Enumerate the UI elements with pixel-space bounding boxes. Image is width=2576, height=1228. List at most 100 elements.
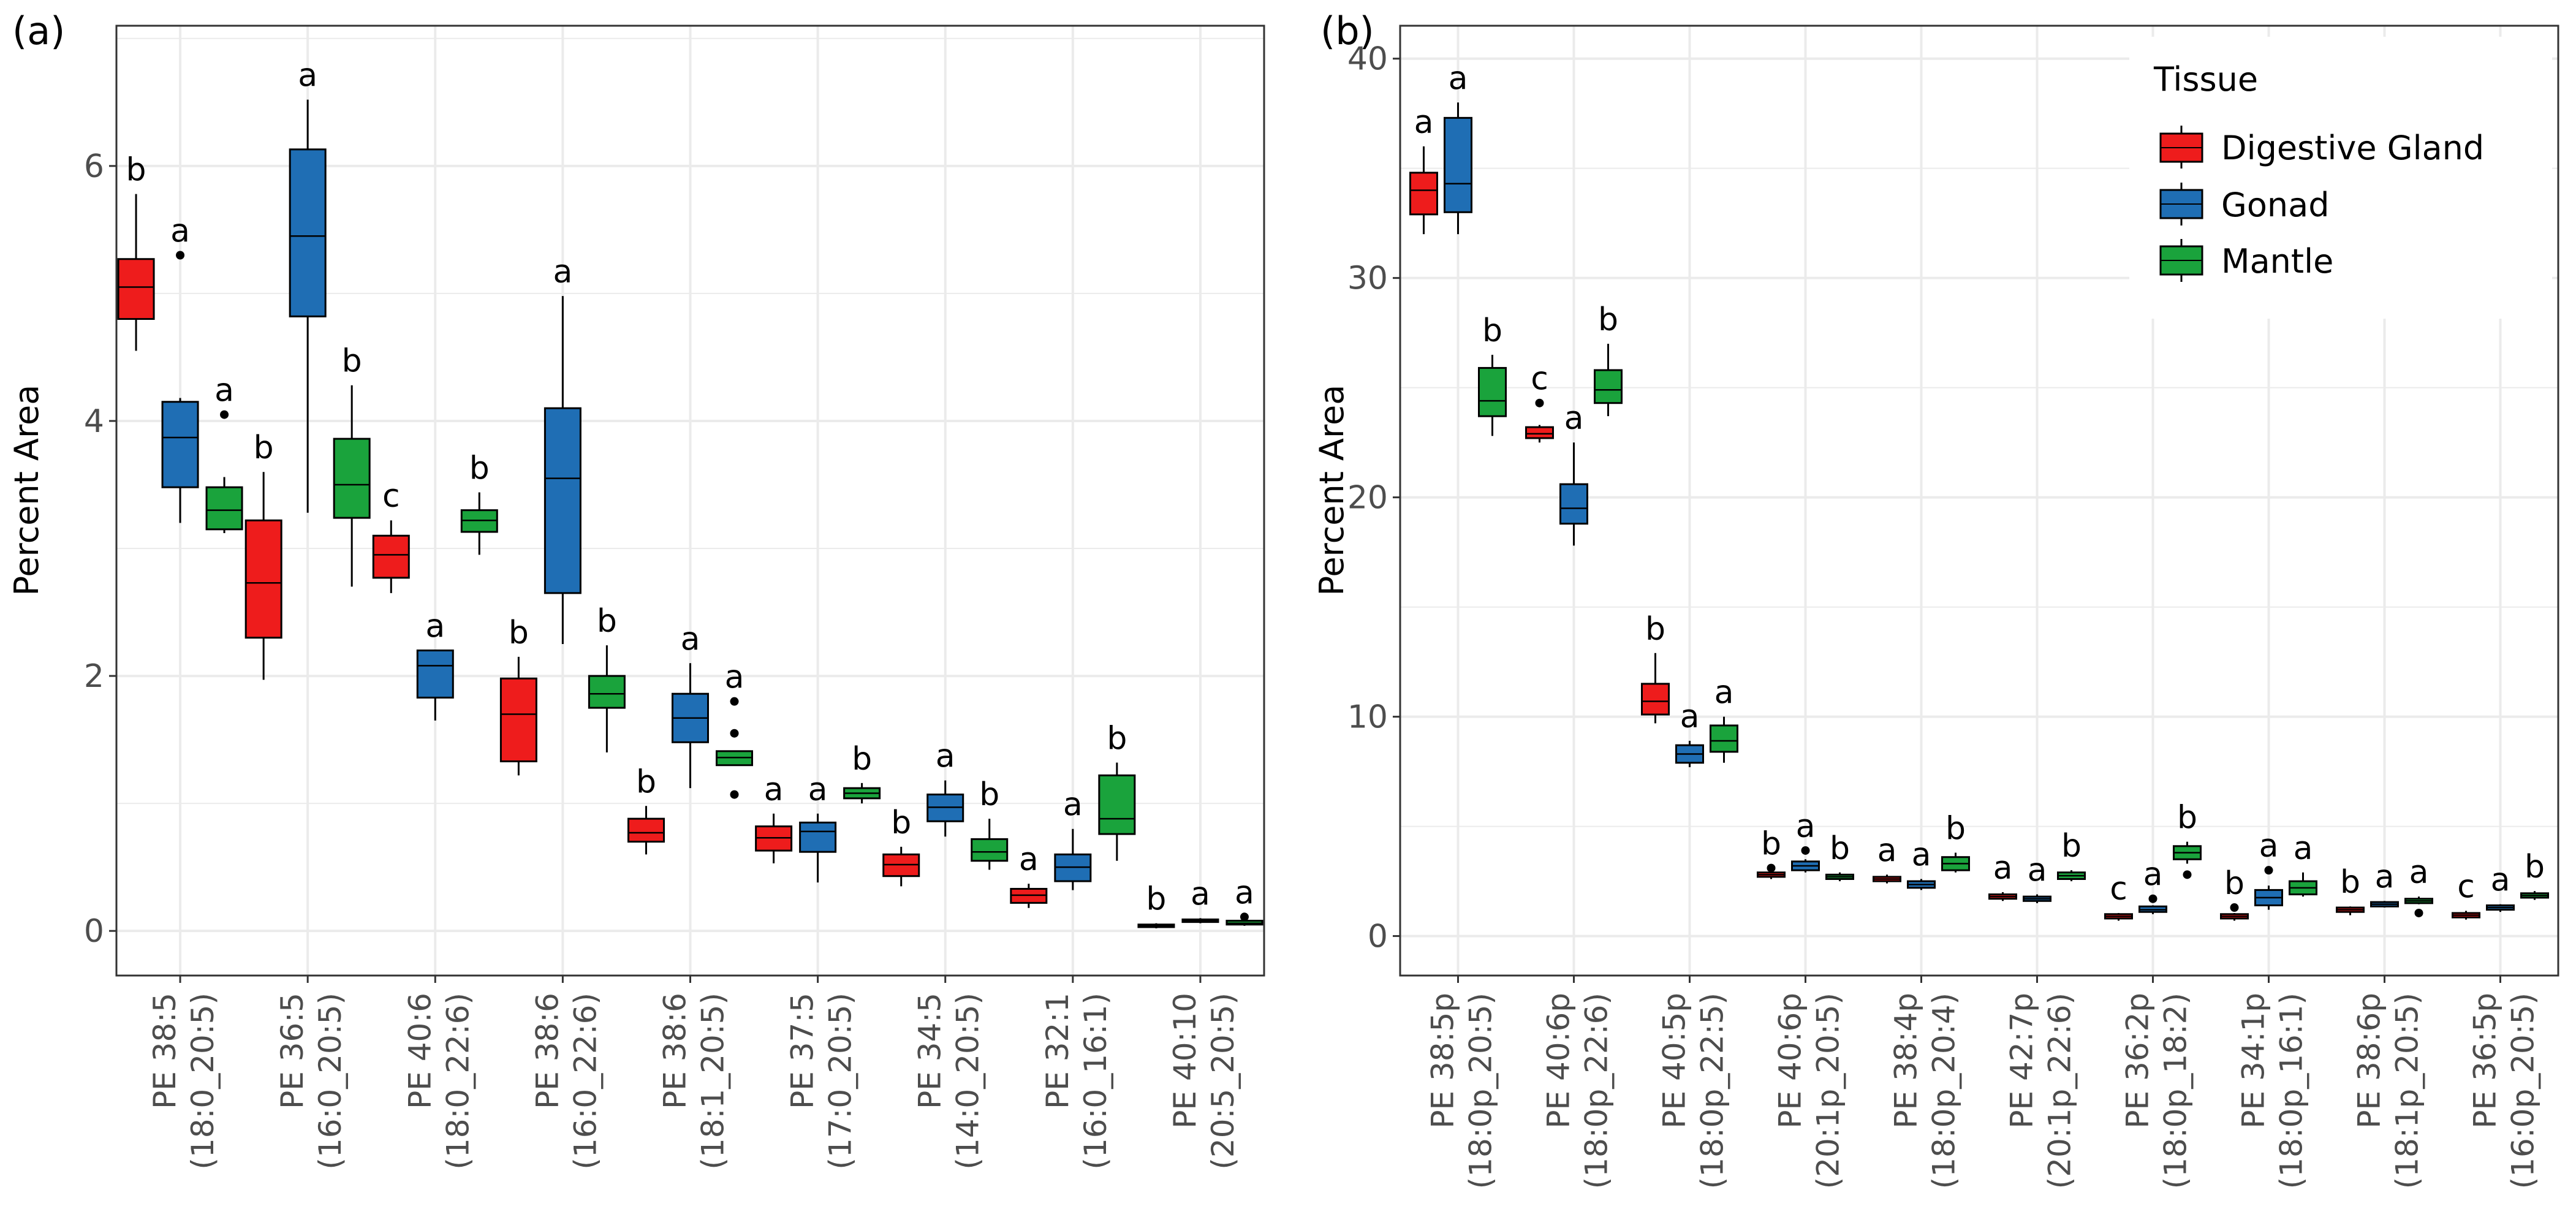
box-gonad <box>2486 904 2515 912</box>
box-digestive-gland <box>2452 911 2480 920</box>
y-tick-label: 4 <box>84 403 104 440</box>
outlier-point <box>220 410 229 419</box>
x-tick-label-line2: (16:0p_20:5) <box>2506 993 2541 1189</box>
box-digestive-gland <box>1010 884 1048 908</box>
box-gonad <box>1444 102 1472 235</box>
x-tick-label-line1: PE 38:6 <box>529 993 565 1109</box>
box-digestive-gland <box>755 813 793 863</box>
outlier-point <box>2148 894 2157 903</box>
x-tick-label-line2: (20:1p_22:6) <box>2042 993 2078 1189</box>
box-gonad <box>1181 918 1219 923</box>
box-body <box>799 821 837 853</box>
x-tick-label-line2: (16:0_22:6) <box>567 993 603 1170</box>
box-gonad <box>1791 846 1820 873</box>
box-digestive-gland <box>627 806 665 855</box>
box-digestive-gland <box>1409 146 1438 235</box>
x-tick-label: PE 38:4p(18:0p_20:4) <box>1888 993 1962 1189</box>
y-tick-label: 2 <box>84 658 104 695</box>
box-digestive-gland <box>1137 923 1175 929</box>
x-tick-label-line1: PE 38:6p <box>2352 993 2387 1129</box>
significance-letter: a <box>1063 787 1083 824</box>
box-body <box>372 534 410 579</box>
significance-letter: b <box>1482 313 1502 349</box>
box-mantle <box>1941 852 1970 873</box>
x-tick-label-line1: PE 40:6p <box>1773 993 1808 1129</box>
box-body <box>1444 116 1472 213</box>
significance-letter: a <box>2028 852 2047 889</box>
significance-letter: a <box>1877 832 1897 869</box>
box-body <box>1098 774 1136 835</box>
box-mantle <box>2289 872 2317 897</box>
significance-letter: b <box>1107 721 1127 757</box>
box-mantle <box>2520 891 2549 900</box>
box-body <box>161 401 199 488</box>
significance-letter: b <box>1830 830 1850 867</box>
box-body <box>1710 724 1738 753</box>
box-digestive-gland <box>117 194 155 351</box>
significance-letter: b <box>2525 849 2545 885</box>
box-body <box>1559 483 1588 525</box>
significance-letter: a <box>170 213 190 249</box>
significance-letter: b <box>254 430 274 466</box>
significance-letter: b <box>509 615 529 651</box>
box-gonad <box>544 296 581 645</box>
box-mantle <box>1710 716 1738 763</box>
x-tick-label-line2: (18:0p_16:1) <box>2274 993 2309 1189</box>
x-tick-label-line2: (20:5_20:5) <box>1205 993 1241 1170</box>
box-gonad <box>2370 901 2399 908</box>
y-tick-label: 0 <box>1368 919 1388 955</box>
box-body <box>1641 683 1670 716</box>
box-mantle <box>843 783 881 804</box>
x-tick-label: PE 40:5p(18:0p_22:5) <box>1657 993 1730 1189</box>
significance-letter: a <box>2491 862 2510 899</box>
box-digestive-gland <box>2336 906 2365 915</box>
significance-letter: b <box>1945 811 1966 847</box>
legend-label-digestive-gland: Digestive Gland <box>2221 129 2484 167</box>
box-mantle <box>1594 344 1623 417</box>
significance-letter: a <box>1191 876 1210 912</box>
x-tick-label-line2: (20:1p_20:5) <box>1811 993 1846 1189</box>
x-tick-label: PE 36:5p(16:0p_20:5) <box>2468 993 2541 1189</box>
box-body <box>1478 366 1507 417</box>
legend: Tissue Digestive Gland Gonad Mantle <box>2129 37 2552 319</box>
panel-a-border <box>115 25 1265 977</box>
box-digestive-gland <box>1988 892 2017 901</box>
significance-letter: a <box>2143 857 2163 893</box>
significance-letter: a <box>1019 841 1039 878</box>
box-mantle <box>333 385 371 587</box>
significance-letter: a <box>1993 850 2013 887</box>
box-body <box>1409 172 1438 216</box>
x-tick-label-line2: (18:1_20:5) <box>695 993 731 1170</box>
significance-letter: a <box>553 254 572 290</box>
panel-a-y-axis-title: Percent Area <box>7 385 46 596</box>
box-body <box>1525 426 1554 439</box>
x-tick-label-line1: PE 32:1 <box>1040 993 1075 1109</box>
significance-letter: a <box>2409 854 2429 891</box>
x-tick-label-line2: (17:0_20:5) <box>823 993 858 1170</box>
box-mantle <box>1098 762 1136 861</box>
box-mantle <box>2173 841 2202 879</box>
significance-letter: a <box>1564 400 1584 437</box>
significance-letter: b <box>1146 881 1166 918</box>
significance-letter: a <box>808 771 828 808</box>
x-tick-label-line1: PE 34:5 <box>912 993 948 1109</box>
box-digestive-gland <box>882 846 920 887</box>
box-digestive-gland <box>244 472 282 680</box>
x-tick-label-line2: (16:0_16:1) <box>1078 993 1113 1170</box>
outlier-point <box>1535 398 1544 407</box>
box-digestive-gland <box>499 656 537 776</box>
x-tick-label-line1: PE 34:1p <box>2236 993 2271 1129</box>
box-digestive-gland <box>1757 863 1786 879</box>
x-tick-label-line2: (18:0p_22:6) <box>1579 993 1615 1189</box>
box-digestive-gland <box>2220 903 2249 921</box>
significance-letter: a <box>1449 60 1468 97</box>
x-tick-label-line1: PE 36:5 <box>275 993 310 1109</box>
outlier-point <box>2230 903 2239 912</box>
legend-label-gonad: Gonad <box>2221 186 2329 224</box>
box-gonad <box>672 663 709 789</box>
legend-item-gonad: Gonad <box>2159 183 2329 226</box>
box-gonad <box>161 251 199 523</box>
significance-letter: c <box>1531 361 1548 398</box>
box-body <box>971 838 1009 862</box>
